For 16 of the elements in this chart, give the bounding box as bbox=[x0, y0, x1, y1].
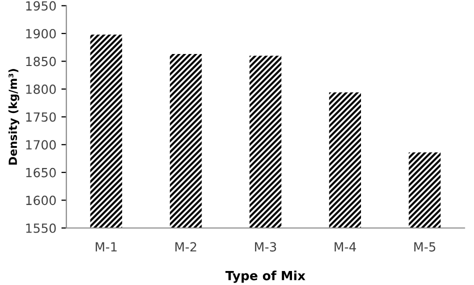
y-tick-label: 1950 bbox=[26, 1, 56, 11]
x-tick-label: M-3 bbox=[255, 242, 276, 252]
x-tick-label: M-5 bbox=[414, 242, 436, 252]
y-tick-label: 1850 bbox=[26, 56, 56, 66]
x-tick-label: M-1 bbox=[96, 242, 117, 252]
x-tick-label: M-4 bbox=[334, 242, 356, 252]
x-axis-title: Type of Mix bbox=[225, 270, 306, 283]
x-tick-label: M-2 bbox=[175, 242, 196, 252]
y-tick-label: 1550 bbox=[26, 223, 56, 233]
y-tick-label: 1700 bbox=[26, 140, 56, 150]
y-axis-title: Density (kg/m³) bbox=[8, 69, 20, 165]
y-tick-label: 1600 bbox=[26, 196, 56, 206]
y-tick-label: 1650 bbox=[26, 168, 56, 178]
y-tick-label: 1900 bbox=[26, 28, 56, 38]
y-tick-label: 1750 bbox=[26, 112, 56, 122]
y-tick-label: 1800 bbox=[26, 84, 56, 94]
